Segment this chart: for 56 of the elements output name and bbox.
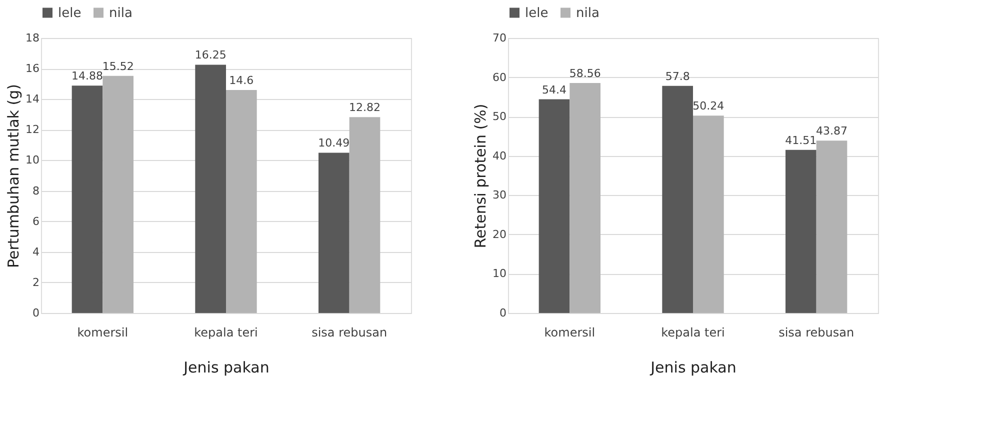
data-label: 43.87 — [816, 124, 848, 138]
y-tick-label: 10 — [492, 267, 506, 280]
bar — [102, 76, 134, 313]
x-tick-label: kepala teri — [194, 326, 258, 340]
bar — [662, 86, 693, 313]
data-label: 41.51 — [785, 134, 817, 147]
y-axis-title: Retensi protein (%) — [472, 104, 490, 248]
x-tick-label: sisa rebusan — [778, 326, 854, 340]
y-tick-label: 40 — [492, 149, 506, 162]
bar — [72, 86, 103, 313]
bar — [195, 64, 226, 313]
bar — [570, 82, 600, 313]
y-tick-label: 12 — [26, 123, 40, 136]
x-tick-label: sisa rebusan — [312, 326, 388, 340]
bar — [318, 152, 350, 313]
bar — [538, 99, 570, 313]
bar — [816, 140, 848, 313]
x-axis-title: Jenis pakan — [650, 358, 736, 376]
y-tick-label: 2 — [32, 276, 40, 289]
bar — [693, 116, 724, 313]
y-tick-label: 10 — [26, 154, 40, 167]
data-label: 10.49 — [318, 136, 350, 150]
y-tick-label: 30 — [492, 188, 506, 202]
data-label: 50.24 — [692, 100, 724, 113]
y-tick-label: 18 — [26, 32, 40, 44]
x-axis-title: Jenis pakan — [182, 358, 270, 376]
data-label: 58.56 — [569, 66, 601, 80]
legend-label: lele — [58, 6, 82, 21]
bar — [349, 117, 380, 313]
data-label: 12.82 — [349, 101, 380, 114]
y-tick-label: 4 — [32, 245, 40, 258]
y-tick-label: 20 — [492, 228, 506, 241]
y-tick-label: 6 — [32, 214, 40, 228]
x-tick-label: komersil — [544, 326, 596, 340]
legend-label: nila — [109, 6, 132, 21]
y-tick-label: 60 — [492, 70, 506, 84]
data-label: 14.88 — [72, 70, 103, 83]
y-tick-label: 8 — [32, 184, 40, 198]
y-tick-label: 0 — [32, 306, 40, 320]
x-tick-label: komersil — [77, 326, 128, 340]
data-label: 14.6 — [229, 74, 254, 87]
y-tick-label: 14 — [26, 92, 40, 106]
y-tick-label: 50 — [492, 110, 506, 124]
bar — [226, 90, 257, 313]
data-label: 15.52 — [102, 60, 134, 73]
data-label: 57.8 — [665, 70, 690, 83]
y-tick-label: 70 — [492, 32, 506, 44]
y-tick-label: 16 — [26, 62, 40, 76]
data-label: 54.4 — [542, 83, 566, 96]
y-tick-label: 0 — [500, 306, 506, 320]
y-axis-title: Pertumbuhan mutlak (g) — [4, 84, 23, 268]
x-tick-label: kepala teri — [661, 326, 725, 340]
data-label: 16.25 — [194, 48, 226, 62]
bar — [786, 150, 816, 313]
legend-label: lele — [525, 6, 548, 21]
legend-label: nila — [576, 6, 600, 21]
